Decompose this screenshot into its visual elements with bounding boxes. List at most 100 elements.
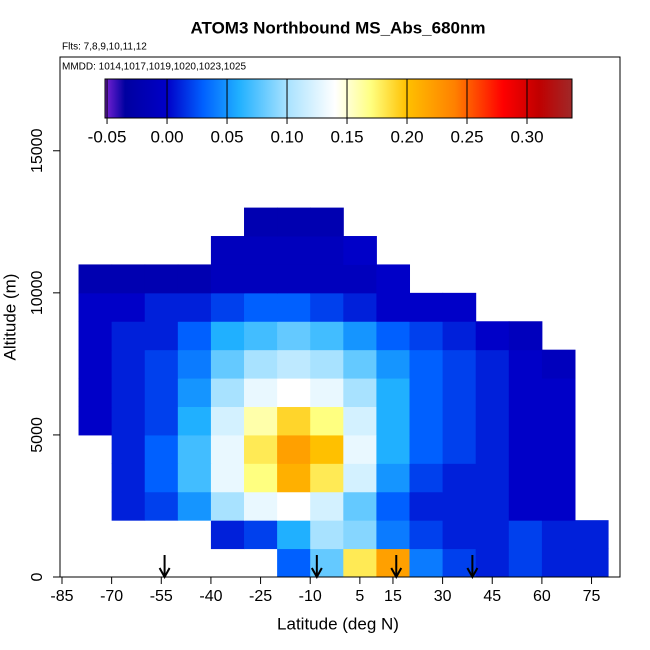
heat-cell — [244, 520, 278, 550]
heat-cell — [144, 378, 179, 408]
subtitle: Flts: 7,8,9,10,11,12 — [62, 42, 147, 53]
heat-cell — [442, 321, 477, 351]
arrow-head — [390, 567, 403, 580]
heat-cell — [277, 406, 311, 436]
heat-cell — [111, 264, 146, 294]
heat-cell — [177, 378, 212, 408]
heat-cell — [376, 406, 411, 436]
heat-cell — [144, 463, 179, 493]
colorbar — [104, 78, 573, 119]
heat-cell — [277, 236, 311, 265]
heat-cell — [277, 207, 311, 237]
heat-cell — [244, 292, 278, 322]
heat-cell — [111, 292, 146, 322]
heat-cell — [475, 548, 510, 578]
heat-cell — [111, 349, 146, 379]
heat-cell — [277, 548, 311, 578]
heat-cell — [376, 378, 411, 408]
heat-cell — [244, 463, 278, 493]
heat-cell — [277, 321, 311, 351]
heat-cell — [210, 406, 245, 436]
heat-cell — [409, 463, 444, 493]
heat-cell — [277, 491, 311, 521]
heat-cell — [310, 406, 344, 436]
heat-cell — [541, 491, 576, 521]
heat-cell — [310, 292, 344, 322]
x-tick-label: -40 — [199, 588, 222, 605]
heat-cell — [508, 548, 543, 578]
arrow — [390, 555, 403, 580]
arrow — [310, 555, 323, 580]
x-tick-label: -25 — [249, 588, 272, 605]
heat-cell — [376, 321, 411, 351]
heat-cell — [409, 349, 444, 379]
heat-cell — [310, 548, 344, 578]
arrow — [158, 555, 171, 580]
x-tick-label: 30 — [434, 588, 452, 605]
heat-cell — [177, 491, 212, 521]
x-tick-label: 15 — [384, 588, 402, 605]
y-tick-label: 15000 — [29, 128, 46, 173]
x-tick-label: -85 — [50, 588, 73, 605]
heat-cell — [210, 520, 245, 550]
heat-cell — [144, 292, 179, 322]
x-tick-label: 5 — [355, 588, 364, 605]
heat-cell — [111, 491, 146, 521]
heat-cell — [442, 520, 477, 550]
heat-cell — [442, 349, 477, 379]
heat-cell — [111, 406, 146, 436]
heat-cell — [310, 236, 344, 265]
heat-cell — [409, 548, 444, 578]
heat-cell — [310, 491, 344, 521]
heat-cell — [442, 463, 477, 493]
heat-cell — [508, 520, 543, 550]
heat-cell — [144, 321, 179, 351]
arrow-head — [466, 567, 479, 580]
heat-cell — [277, 264, 311, 294]
heat-cell — [144, 434, 179, 464]
x-tick-label: -10 — [299, 588, 322, 605]
heat-cell — [343, 321, 377, 351]
heat-cell — [210, 236, 245, 265]
heat-cell — [343, 264, 377, 294]
heat-cell — [210, 349, 245, 379]
heat-cell — [475, 378, 510, 408]
heat-cell — [111, 434, 146, 464]
plot-frame — [59, 56, 621, 578]
heat-cell — [442, 434, 477, 464]
heat-cell — [78, 349, 113, 379]
heat-cell — [541, 349, 576, 379]
heat-cell — [376, 463, 411, 493]
heat-cell — [343, 349, 377, 379]
heat-cell — [574, 548, 609, 578]
heat-cell — [210, 264, 245, 294]
colorbar-tick-label: 0.20 — [390, 127, 423, 146]
heat-cell — [78, 292, 113, 322]
colorbar-tick-label: 0.30 — [510, 127, 543, 146]
heat-cell — [177, 292, 212, 322]
heat-cell — [442, 378, 477, 408]
x-tick-label: 75 — [583, 588, 601, 605]
heat-cell — [508, 491, 543, 521]
heat-cell — [244, 491, 278, 521]
heat-cell — [111, 463, 146, 493]
x-tick-label: -70 — [100, 588, 123, 605]
heat-cell — [475, 520, 510, 550]
heat-cell — [244, 236, 278, 265]
heat-cell — [541, 520, 576, 550]
colorbar-tick-label: -0.05 — [88, 127, 127, 146]
y-tick-label: 10000 — [29, 271, 46, 316]
heat-cell — [277, 378, 311, 408]
heat-cell — [475, 463, 510, 493]
x-tick-label: -55 — [150, 588, 173, 605]
heat-cell — [376, 520, 411, 550]
heat-cell — [210, 378, 245, 408]
heat-cell — [277, 463, 311, 493]
heat-cell — [376, 264, 411, 294]
arrow-head — [158, 567, 171, 580]
heat-cell — [343, 491, 377, 521]
heat-cell — [475, 321, 510, 351]
heat-cell — [310, 207, 344, 237]
heat-cell — [177, 349, 212, 379]
